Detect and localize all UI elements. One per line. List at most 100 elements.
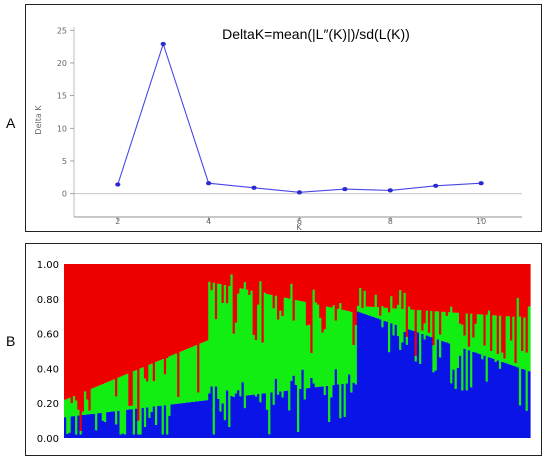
structure-segment (383, 307, 387, 321)
structure-segment (268, 264, 271, 295)
structure-segment (248, 295, 251, 396)
structure-segment (463, 348, 467, 438)
structure-segment (217, 398, 220, 438)
structure-segment (288, 264, 291, 299)
structure-segment (237, 390, 240, 438)
structure-segment (314, 264, 318, 303)
structure-segment (490, 357, 493, 438)
structure-segment (265, 293, 269, 410)
structure-segment (381, 306, 385, 328)
structure-segment (186, 402, 189, 438)
structure-segment (123, 374, 127, 435)
structure-segment (106, 382, 109, 413)
structure-segment (210, 264, 214, 291)
structure-segment (228, 286, 232, 428)
structure-segment (439, 264, 442, 335)
structure-segment (214, 264, 218, 320)
delta-k-point (115, 182, 121, 187)
structure-segment (130, 409, 134, 438)
y-tick-label: 0.80 (37, 295, 59, 306)
structure-segment (126, 264, 129, 374)
structure-segment (465, 313, 469, 391)
structure-segment (481, 314, 484, 360)
structure-segment (427, 332, 431, 337)
structure-segment (303, 301, 307, 400)
structure-segment (137, 434, 141, 438)
structure-segment (312, 264, 316, 290)
structure-segment (270, 294, 274, 393)
structure-segment (208, 264, 212, 282)
structure-segment (505, 363, 509, 438)
structure-segment (314, 387, 318, 438)
structure-segment (132, 371, 136, 435)
structure-segment (345, 383, 349, 438)
structure-segment (412, 309, 416, 331)
structure-segment (135, 264, 138, 371)
structure-segment (197, 264, 200, 393)
structure-segment (501, 352, 504, 362)
structure-segment (254, 340, 258, 397)
structure-segment (303, 264, 307, 302)
structure-segment (410, 264, 413, 310)
structure-segment (288, 298, 291, 411)
structure-segment (203, 264, 207, 342)
structure-segment (228, 264, 232, 287)
structure-segment (450, 383, 453, 438)
structure-segment (423, 264, 427, 324)
delta-k-line (117, 42, 482, 193)
structure-segment (401, 308, 405, 343)
structure-segment (270, 264, 274, 295)
structure-segment (414, 264, 418, 356)
structure-segment (290, 380, 294, 438)
structure-segment (243, 264, 247, 283)
delta-k-axes (73, 27, 522, 218)
structure-segment (183, 264, 187, 350)
structure-segment (90, 388, 94, 414)
x-tick-label: 4 (206, 217, 211, 226)
structure-segment (92, 413, 96, 438)
structure-segment (214, 319, 218, 387)
structure-segment (152, 406, 156, 438)
structure-segment (379, 315, 382, 320)
structure-segment (332, 385, 336, 438)
structure-segment (97, 385, 101, 414)
structure-segment (396, 336, 400, 438)
structure-segment (294, 300, 298, 385)
structure-segment (188, 402, 192, 438)
structure-segment (434, 264, 438, 312)
structure-segment (126, 373, 129, 410)
structure-segment (445, 342, 449, 438)
panel-label-a: A (6, 115, 16, 131)
y-tick-label: 5 (62, 157, 67, 166)
structure-segment (494, 315, 498, 362)
structure-segment (79, 264, 83, 432)
structure-segment (445, 315, 449, 343)
structure-segment (212, 282, 216, 435)
structure-segment (281, 397, 285, 438)
structure-segment (458, 264, 462, 324)
structure-segment (394, 324, 398, 438)
structure-segment (115, 396, 118, 425)
structure-segment (432, 372, 436, 438)
structure-segment (154, 361, 158, 425)
structure-segment (72, 416, 76, 438)
structure-segment (139, 368, 143, 435)
structure-segment (183, 402, 187, 438)
structure-segment (381, 264, 385, 307)
structure-segment (179, 264, 183, 352)
structure-segment (316, 264, 320, 305)
structure-segment (399, 290, 402, 350)
structure-segment (467, 264, 471, 347)
structure-segment (248, 395, 251, 438)
structure-segment (232, 396, 236, 438)
structure-segment (128, 409, 132, 438)
structure-segment (285, 390, 289, 438)
structure-segment (70, 416, 74, 438)
structure-segment (450, 264, 453, 307)
structure-segment (243, 408, 247, 438)
structure-segment (143, 426, 147, 438)
structure-segment (181, 350, 185, 404)
structure-segment (81, 414, 85, 438)
structure-segment (217, 264, 220, 284)
structure-segment (365, 306, 369, 315)
